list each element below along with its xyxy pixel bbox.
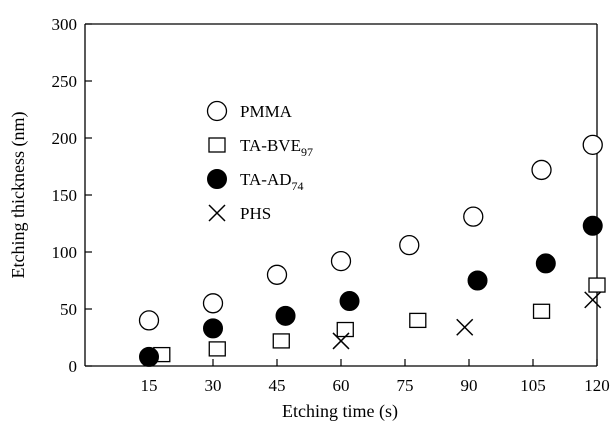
data-point	[399, 235, 420, 256]
data-point	[535, 253, 556, 274]
series-phs	[332, 291, 602, 350]
data-point	[202, 293, 224, 314]
legend-label: PMMA	[240, 102, 293, 121]
x-tick-label: 45	[269, 376, 286, 395]
data-point	[266, 264, 288, 285]
series-pmma	[138, 134, 603, 331]
data-point	[272, 333, 290, 349]
legend-marker	[208, 137, 226, 153]
x-tick-label: 15	[141, 376, 158, 395]
series-ta-bve97	[153, 277, 606, 363]
data-point	[330, 250, 352, 272]
legend-marker	[207, 169, 227, 189]
y-tick-label: 50	[60, 300, 77, 319]
x-ticks: 15 30 45 60 75 90 105 120	[141, 359, 610, 395]
legend-marker	[208, 204, 226, 222]
data-point	[138, 310, 160, 331]
data-point	[208, 341, 226, 357]
y-tick-label: 300	[52, 15, 78, 34]
data-markers	[138, 134, 606, 367]
y-tick-label: 150	[52, 186, 78, 205]
x-tick-label: 30	[205, 376, 222, 395]
data-point	[339, 291, 360, 312]
y-tick-label: 250	[52, 72, 78, 91]
legend-item: TA-BVE97	[208, 136, 313, 159]
x-tick-label: 60	[333, 376, 350, 395]
x-axis-title: Etching time (s)	[282, 401, 398, 422]
data-point	[584, 291, 602, 309]
legend-marker	[206, 100, 228, 122]
y-tick-label: 100	[52, 243, 78, 262]
legend-label: TA-AD74	[240, 170, 304, 193]
data-point	[203, 318, 223, 339]
data-point	[456, 318, 474, 336]
legend-item: PHS	[208, 204, 271, 223]
data-point	[467, 270, 488, 291]
legend-label: TA-BVE97	[240, 136, 313, 159]
legend-item: TA-AD74	[207, 169, 304, 193]
data-point	[531, 159, 552, 181]
data-point	[275, 305, 296, 326]
data-point	[463, 206, 484, 227]
y-ticks: 0 50 100 150 200 250 300	[52, 15, 92, 376]
data-point	[532, 303, 551, 319]
x-tick-label: 120	[584, 376, 610, 395]
data-point	[139, 346, 159, 367]
plot-frame	[84, 23, 598, 367]
x-tick-label: 75	[397, 376, 414, 395]
legend-label: PHS	[240, 204, 271, 223]
data-point	[409, 312, 427, 329]
legend-item: PMMA	[206, 100, 293, 122]
data-point	[332, 332, 350, 350]
x-tick-label: 105	[520, 376, 546, 395]
x-tick-label: 90	[461, 376, 478, 395]
legend: PMMA TA-BVE97 TA-AD74 PHS	[206, 100, 313, 223]
y-tick-label: 0	[69, 357, 78, 376]
data-point	[588, 277, 606, 293]
y-tick-label: 200	[52, 129, 78, 148]
data-point	[582, 215, 603, 236]
y-axis-title: Etching thickness (nm)	[8, 112, 29, 279]
series-ta-ad74	[139, 215, 603, 367]
data-point	[336, 321, 354, 338]
data-point	[582, 134, 603, 155]
